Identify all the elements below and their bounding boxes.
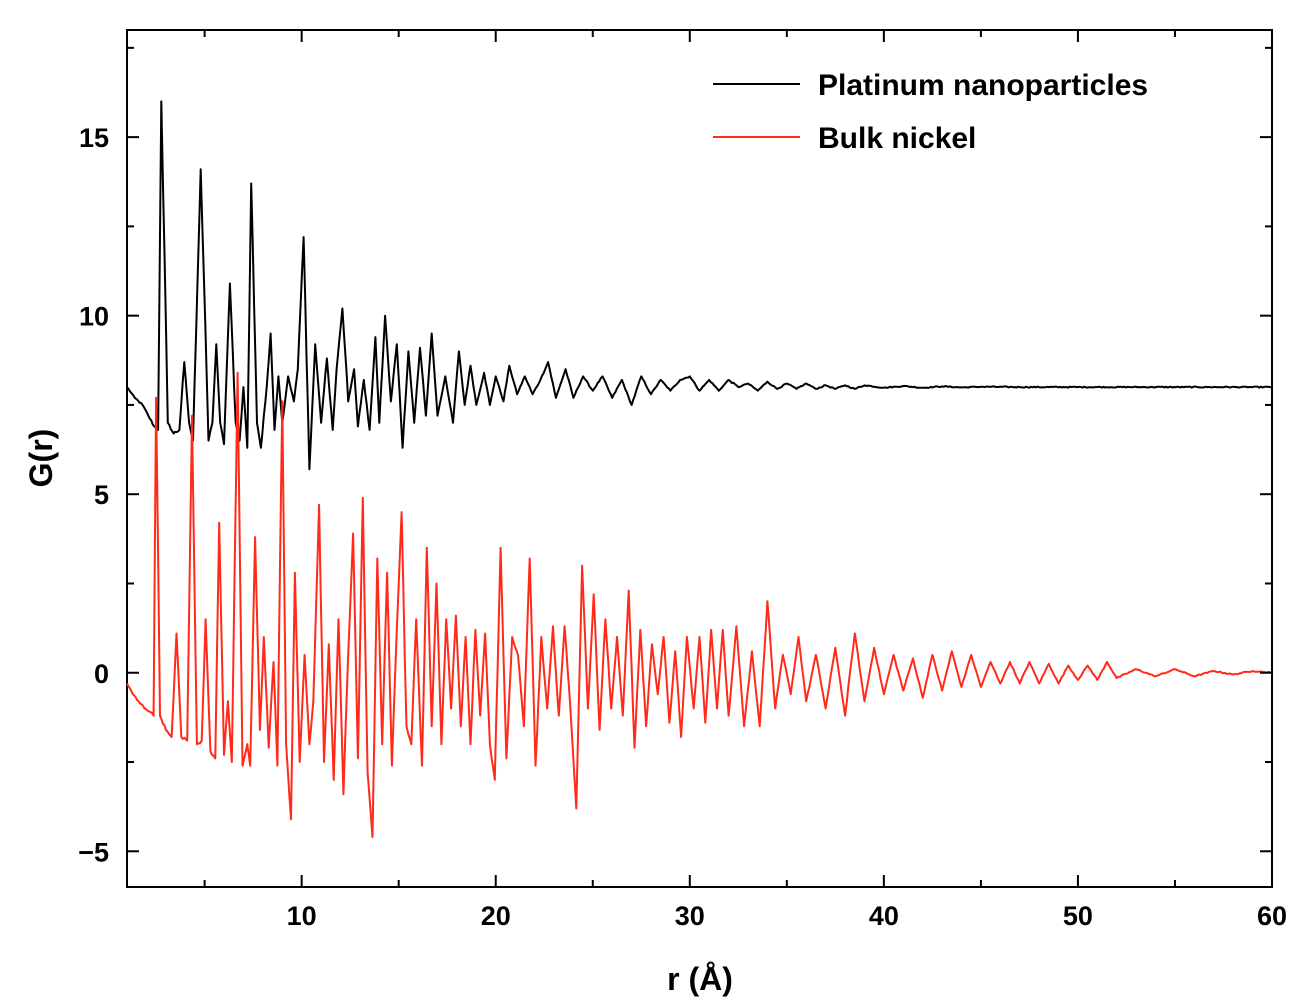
plot-frame: [126, 29, 1273, 888]
y-tick-label: 10: [79, 302, 109, 332]
x-axis-ticks: 10 20 30 40 50 60: [203, 30, 1287, 931]
y-tick-label: 0: [94, 659, 109, 689]
x-tick-label: 40: [869, 901, 899, 931]
x-tick-label: 10: [287, 901, 317, 931]
y-axis-title: G(r): [23, 429, 59, 488]
x-axis-title: r (Å): [667, 961, 733, 997]
legend-label-platinum: Platinum nanoparticles: [818, 69, 1148, 102]
legend: Platinum nanoparticles Bulk nickel: [713, 69, 1148, 155]
x-tick-label: 30: [675, 901, 705, 931]
y-axis-ticks: −5 0 5 10 15: [78, 46, 1272, 867]
y-tick-label: 5: [94, 480, 109, 510]
x-tick-label: 20: [481, 901, 511, 931]
legend-label-nickel: Bulk nickel: [818, 122, 976, 155]
x-tick-label: 60: [1257, 901, 1287, 931]
series-line-platinum: [126, 100, 1273, 471]
y-tick-label: −5: [78, 837, 109, 867]
y-tick-label: 15: [79, 123, 109, 153]
plot-area: [126, 29, 1273, 888]
series-line-nickel: [126, 371, 1273, 838]
x-tick-label: 50: [1063, 901, 1093, 931]
series-layer: [126, 100, 1273, 838]
